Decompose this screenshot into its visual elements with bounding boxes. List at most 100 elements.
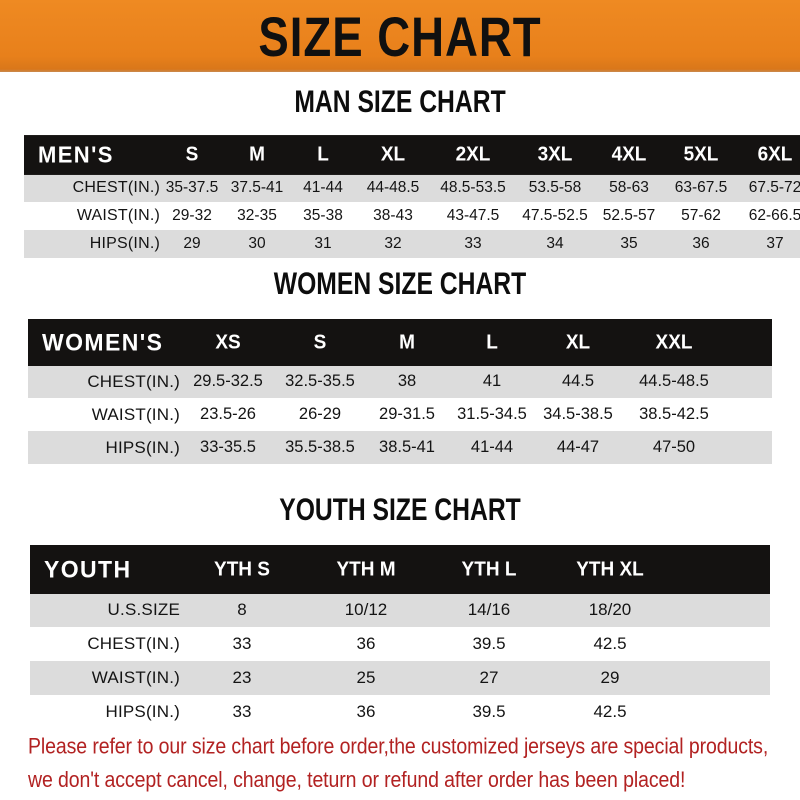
table-cell: 43-47.5 bbox=[430, 202, 516, 230]
table-cell: 44-48.5 bbox=[356, 174, 430, 202]
table-cell: 8 bbox=[180, 593, 304, 627]
table-row: WAIST(IN.) 29-32 32-35 35-38 38-43 43-47.5 47.… bbox=[24, 202, 800, 230]
banner-title: SIZE CHART bbox=[258, 4, 542, 68]
men-size-header-7: 4XL bbox=[594, 135, 664, 175]
youth-table-body: YOUTH YTH S YTH M YTH L YTH XL U.S.SIZE 8 10/12… bbox=[30, 544, 770, 729]
table-row: HIPS(IN.) 33-35.5 35.5-38.5 38.5-41 41-44 44-… bbox=[28, 431, 772, 464]
table-cell: 42.5 bbox=[550, 695, 670, 729]
table-cell: 39.5 bbox=[428, 695, 550, 729]
table-cell: 27 bbox=[428, 661, 550, 695]
table-cell: 47-50 bbox=[622, 431, 726, 464]
table-cell: 35-37.5 bbox=[160, 174, 224, 202]
order-notice-line-2: we don't accept cancel, change, teturn o… bbox=[28, 768, 686, 793]
table-cell: 30 bbox=[224, 230, 290, 258]
youth-row-label: CHEST(IN.) bbox=[30, 627, 180, 661]
table-cell: 29 bbox=[550, 661, 670, 695]
table-cell: 42.5 bbox=[550, 627, 670, 661]
men-row-label: WAIST(IN.) bbox=[24, 202, 160, 230]
table-cell: 26-29 bbox=[276, 398, 364, 431]
table-cell-spacer bbox=[726, 365, 772, 398]
men-row-label: HIPS(IN.) bbox=[24, 230, 160, 258]
table-cell-spacer bbox=[726, 398, 772, 431]
youth-section-title: YOUTH SIZE CHART bbox=[279, 490, 521, 528]
table-cell: 44-47 bbox=[534, 431, 622, 464]
table-row: U.S.SIZE 8 10/12 14/16 18/20 bbox=[30, 593, 770, 627]
youth-header-label: YOUTH bbox=[30, 544, 180, 595]
table-cell: 32-35 bbox=[224, 202, 290, 230]
men-table-header-row: MEN'S S M L XL 2XL 3XL 4XL 5XL 6XL bbox=[24, 135, 800, 175]
table-cell: 34 bbox=[516, 230, 594, 258]
men-header-label: MEN'S bbox=[24, 135, 160, 175]
youth-size-header-1: YTH S bbox=[180, 544, 304, 595]
youth-row-label: HIPS(IN.) bbox=[30, 695, 180, 729]
table-cell: 39.5 bbox=[428, 627, 550, 661]
table-cell-spacer bbox=[670, 695, 770, 729]
table-cell: 57-62 bbox=[664, 202, 738, 230]
women-size-header-2: S bbox=[276, 318, 364, 367]
man-table-body: MEN'S S M L XL 2XL 3XL 4XL 5XL 6XL CHEST(IN.) 35-37… bbox=[24, 135, 800, 258]
table-cell: 41 bbox=[450, 365, 534, 398]
men-size-header-6: 3XL bbox=[516, 135, 594, 175]
youth-row-label: U.S.SIZE bbox=[30, 593, 180, 627]
table-cell: 53.5-58 bbox=[516, 174, 594, 202]
youth-size-header-2: YTH M bbox=[304, 544, 428, 595]
table-cell: 32.5-35.5 bbox=[276, 365, 364, 398]
men-size-header-8: 5XL bbox=[664, 135, 738, 175]
men-size-header-4: XL bbox=[356, 135, 430, 175]
table-cell: 31 bbox=[290, 230, 356, 258]
table-cell: 38.5-41 bbox=[364, 431, 450, 464]
table-cell: 35-38 bbox=[290, 202, 356, 230]
table-cell: 23.5-26 bbox=[180, 398, 276, 431]
table-cell: 36 bbox=[304, 627, 428, 661]
table-cell: 18/20 bbox=[550, 593, 670, 627]
table-cell: 36 bbox=[304, 695, 428, 729]
table-cell: 62-66.5 bbox=[738, 202, 800, 230]
table-cell: 35.5-38.5 bbox=[276, 431, 364, 464]
youth-header-spacer bbox=[670, 544, 770, 595]
women-row-label: CHEST(IN.) bbox=[28, 365, 180, 398]
table-cell: 41-44 bbox=[290, 174, 356, 202]
table-cell: 37 bbox=[738, 230, 800, 258]
table-cell: 25 bbox=[304, 661, 428, 695]
women-table-body: WOMEN'S XS S M L XL XXL CHEST(IN.) 29.5-32.5 32.5… bbox=[28, 318, 772, 464]
table-cell: 41-44 bbox=[450, 431, 534, 464]
women-size-table: WOMEN'S XS S M L XL XXL CHEST(IN.) 29.5-32.5 32.5… bbox=[28, 318, 772, 464]
women-table-header-row: WOMEN'S XS S M L XL XXL bbox=[28, 318, 772, 367]
table-row: WAIST(IN.) 23 25 27 29 bbox=[30, 661, 770, 695]
table-row: CHEST(IN.) 29.5-32.5 32.5-35.5 38 41 44.5 44.5… bbox=[28, 365, 772, 398]
order-notice: Please refer to our size chart before or… bbox=[28, 730, 780, 797]
table-cell: 34.5-38.5 bbox=[534, 398, 622, 431]
table-cell: 38 bbox=[364, 365, 450, 398]
women-row-label: HIPS(IN.) bbox=[28, 431, 180, 464]
table-cell: 33 bbox=[430, 230, 516, 258]
table-cell-spacer bbox=[670, 593, 770, 627]
table-cell: 33 bbox=[180, 695, 304, 729]
order-notice-line-1: Please refer to our size chart before or… bbox=[28, 734, 769, 760]
youth-size-table: YOUTH YTH S YTH M YTH L YTH XL U.S.SIZE 8 10/12… bbox=[30, 544, 770, 729]
table-cell: 32 bbox=[356, 230, 430, 258]
table-cell: 33-35.5 bbox=[180, 431, 276, 464]
women-size-header-1: XS bbox=[180, 318, 276, 367]
men-row-label: CHEST(IN.) bbox=[24, 174, 160, 202]
table-cell: 38-43 bbox=[356, 202, 430, 230]
men-size-header-9: 6XL bbox=[738, 135, 800, 175]
men-size-header-3: L bbox=[290, 135, 356, 175]
table-cell: 14/16 bbox=[428, 593, 550, 627]
table-row: HIPS(IN.) 29 30 31 32 33 34 35 36 37 bbox=[24, 230, 800, 258]
banner: SIZE CHART bbox=[0, 0, 800, 72]
women-row-label: WAIST(IN.) bbox=[28, 398, 180, 431]
man-section-title: MAN SIZE CHART bbox=[294, 82, 506, 120]
women-size-header-4: L bbox=[450, 318, 534, 367]
youth-row-label: WAIST(IN.) bbox=[30, 661, 180, 695]
men-size-header-2: M bbox=[224, 135, 290, 175]
table-cell: 52.5-57 bbox=[594, 202, 664, 230]
table-row: HIPS(IN.) 33 36 39.5 42.5 bbox=[30, 695, 770, 729]
table-cell: 36 bbox=[664, 230, 738, 258]
men-size-header-5: 2XL bbox=[430, 135, 516, 175]
table-row: CHEST(IN.) 33 36 39.5 42.5 bbox=[30, 627, 770, 661]
table-cell: 29-31.5 bbox=[364, 398, 450, 431]
youth-table-header-row: YOUTH YTH S YTH M YTH L YTH XL bbox=[30, 544, 770, 595]
women-size-header-6: XXL bbox=[622, 318, 726, 367]
table-cell: 29.5-32.5 bbox=[180, 365, 276, 398]
table-cell: 23 bbox=[180, 661, 304, 695]
